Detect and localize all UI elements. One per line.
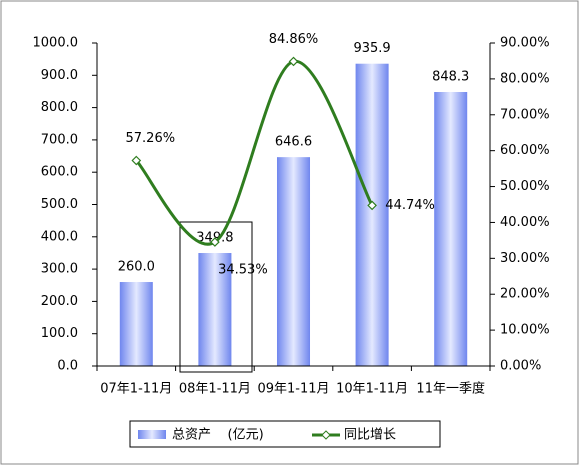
legend-label: 总资产 (亿元) <box>172 428 264 443</box>
legend-box <box>129 420 441 448</box>
y-tick-label: 100.0 <box>41 326 78 341</box>
legend-label: 同比增长 <box>344 428 396 443</box>
line-marker <box>131 155 142 166</box>
y-tick-label: 500.0 <box>41 197 78 212</box>
y-tick-label: 0.0 <box>57 359 78 374</box>
bar <box>355 63 389 367</box>
bar <box>434 91 468 367</box>
y2-tick-label: 10.00% <box>500 323 550 338</box>
y2-tick-label: 0.00% <box>500 359 541 374</box>
line-marker <box>210 237 220 247</box>
line-label: 34.53% <box>218 263 268 278</box>
highlight-box <box>179 221 253 373</box>
x-tick-label: 08年1-11月 <box>179 382 251 397</box>
line-label: 57.26% <box>126 131 176 146</box>
y-tick-label: 700.0 <box>41 132 78 147</box>
y-tick-label: 400.0 <box>41 229 78 244</box>
y-tick-label: 200.0 <box>41 294 78 309</box>
y2-tick-label: 50.00% <box>500 179 550 194</box>
bar <box>119 282 153 366</box>
y2-tick-label: 40.00% <box>500 215 550 230</box>
bar-label: 260.0 <box>118 260 155 275</box>
y-tick-label: 600.0 <box>41 165 78 180</box>
y2-tick-label: 80.00% <box>500 71 550 86</box>
bar <box>198 253 232 366</box>
y2-tick-label: 60.00% <box>500 143 550 158</box>
x-tick-label: 07年1-11月 <box>100 382 172 397</box>
y2-tick-label: 90.00% <box>500 36 550 51</box>
y2-tick-label: 70.00% <box>500 107 550 122</box>
y-tick-label: 1000.0 <box>33 36 79 51</box>
y-tick-label: 800.0 <box>41 100 78 115</box>
line <box>135 59 374 246</box>
y-tick-label: 900.0 <box>41 68 78 83</box>
bar <box>276 157 311 366</box>
bar-label: 848.3 <box>432 69 469 84</box>
y-tick-label: 300.0 <box>41 262 78 277</box>
x-tick-label: 09年1-11月 <box>257 382 329 397</box>
x-tick-label: 10年1-11月 <box>336 382 408 397</box>
x-tick-label: 11年一季度 <box>416 381 485 397</box>
legend-marker <box>321 430 331 440</box>
y2-tick-label: 20.00% <box>500 287 550 302</box>
line-marker <box>367 200 377 211</box>
bar-label: 935.9 <box>353 41 390 56</box>
line-marker <box>288 56 299 67</box>
legend-swatch <box>138 430 166 439</box>
bar-label: 646.6 <box>275 135 312 150</box>
y2-tick-label: 30.00% <box>500 251 550 266</box>
line-label: 44.74% <box>385 198 435 213</box>
line-label: 84.86% <box>269 32 319 47</box>
